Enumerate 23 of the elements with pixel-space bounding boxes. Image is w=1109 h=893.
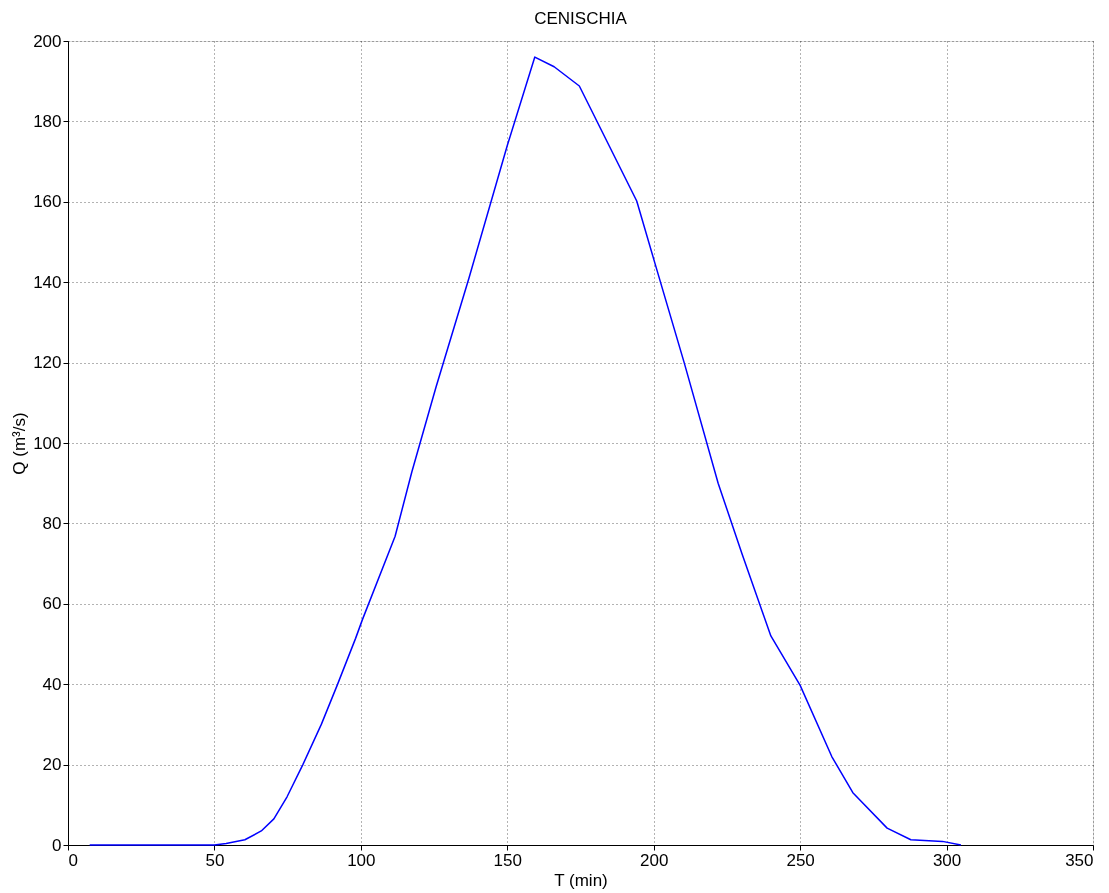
y-tick-label: 60 <box>42 594 62 614</box>
x-tick-label: 250 <box>786 850 815 870</box>
x-tick-label: 300 <box>932 850 962 870</box>
y-axis-title: Q (m³/s) <box>10 412 30 475</box>
y-tick-label: 40 <box>42 674 62 694</box>
y-tick-label: 200 <box>33 31 62 51</box>
y-tick-label: 140 <box>33 272 62 292</box>
x-tick-label: 350 <box>1065 850 1094 870</box>
x-tick-label: 50 <box>205 850 225 870</box>
y-tick-label: 0 <box>52 835 62 855</box>
y-tick-label: 80 <box>42 513 62 533</box>
x-axis-title: T (min) <box>554 870 608 890</box>
line-series <box>88 56 962 846</box>
y-tick-label: 20 <box>42 755 62 775</box>
y-tick-label: 180 <box>33 111 62 131</box>
x-tick-label: 0 <box>68 850 78 870</box>
x-tick-label: 200 <box>640 850 669 870</box>
y-tick-label: 120 <box>33 353 62 373</box>
x-tick-label: 150 <box>493 850 522 870</box>
y-tick-label: 100 <box>33 433 62 453</box>
y-tick-label: 160 <box>33 192 62 212</box>
x-tick-label: 100 <box>347 850 376 870</box>
chart-title: CENISCHIA <box>534 9 628 28</box>
